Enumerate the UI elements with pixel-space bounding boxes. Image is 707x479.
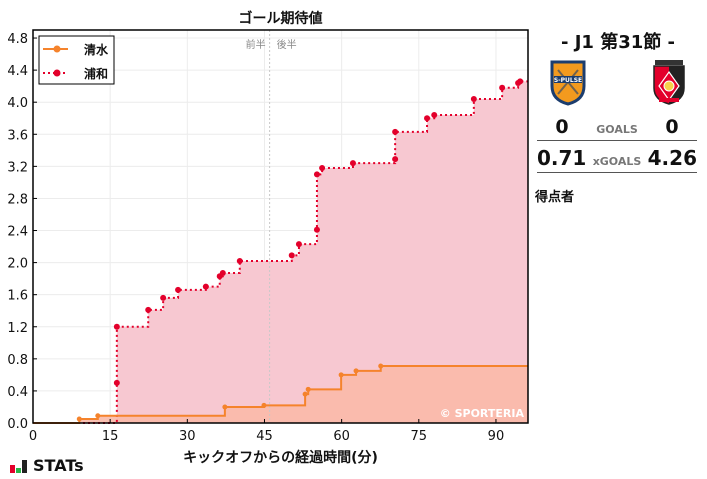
svg-text:0.4: 0.4 — [7, 385, 28, 400]
xg-step-chart: 前半 後半 © SPORTERIA 0.0 0.4 0.8 1.2 1.6 2.0 2.4 2.8 3… — [7, 29, 529, 444]
svg-text:1.2: 1.2 — [7, 321, 28, 336]
away-xg: 4.26 — [647, 146, 697, 170]
svg-text:4.0: 4.0 — [7, 96, 28, 111]
svg-text:15: 15 — [102, 429, 119, 444]
round-title: - J1 第31節 - — [560, 32, 675, 53]
svg-text:3.6: 3.6 — [7, 128, 28, 143]
svg-text:60: 60 — [333, 429, 350, 444]
svg-text:© SPORTERIA: © SPORTERIA — [440, 407, 525, 420]
s-pulse-crest-icon: S-PULSE — [550, 60, 586, 106]
away-goals: 0 — [665, 116, 679, 138]
svg-text:4.4: 4.4 — [7, 64, 28, 79]
svg-text:前半: 前半 — [246, 38, 266, 51]
svg-text:2.8: 2.8 — [7, 192, 28, 207]
svg-text:1.6: 1.6 — [7, 289, 28, 304]
urawa-reds-crest-icon — [653, 60, 685, 105]
svg-text:90: 90 — [488, 429, 505, 444]
home-goals: 0 — [555, 116, 569, 138]
svg-text:0.8: 0.8 — [7, 353, 28, 368]
goals-row: 0 GOALS 0 — [537, 116, 697, 141]
stats-brand: STATs — [10, 456, 84, 475]
brand-label: STATs — [33, 456, 84, 475]
goals-label: GOALS — [596, 123, 638, 136]
svg-text:清水: 清水 — [84, 42, 109, 57]
area-1 — [33, 81, 529, 424]
scorers-heading: 得点者 — [535, 190, 575, 205]
bar-chart-icon — [10, 459, 27, 473]
area-0 — [33, 366, 529, 423]
svg-text:3.2: 3.2 — [7, 160, 28, 175]
svg-text:2.0: 2.0 — [7, 257, 28, 272]
svg-text:0: 0 — [29, 429, 37, 444]
svg-text:2.4: 2.4 — [7, 225, 28, 240]
svg-text:0.0: 0.0 — [7, 417, 28, 432]
xgoals-row: 0.71 xGOALS 4.26 — [537, 146, 697, 173]
svg-text:浦和: 浦和 — [84, 66, 108, 81]
x-axis-label: キックオフからの経過時間(分) — [183, 450, 378, 466]
svg-text:後半: 後半 — [277, 38, 297, 51]
svg-text:75: 75 — [411, 429, 428, 444]
svg-text:S-PULSE: S-PULSE — [554, 77, 582, 84]
xgoals-label: xGOALS — [592, 155, 642, 168]
chart-title: ゴール期待値 — [238, 11, 323, 27]
svg-text:45: 45 — [256, 429, 273, 444]
home-xg: 0.71 — [537, 146, 587, 170]
svg-text:4.8: 4.8 — [7, 32, 28, 47]
svg-text:30: 30 — [179, 429, 196, 444]
